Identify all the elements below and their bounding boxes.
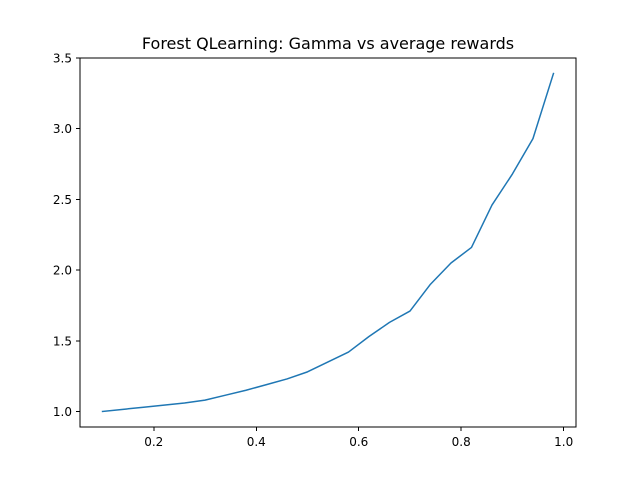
plot-area: 0.2 0.4 0.6 0.8 1.0 1.0 1.5 2.0 2.5 3.0 3.5 [53, 52, 577, 449]
series-line-0 [101, 72, 555, 413]
axes-frame [79, 57, 577, 428]
x-tick-label: 0.8 [452, 435, 471, 449]
x-tick-label: 0.4 [247, 435, 266, 449]
x-tick-label: 0.2 [144, 435, 163, 449]
y-tick-label: 3.0 [53, 122, 72, 136]
y-tick-label: 2.5 [53, 193, 72, 207]
y-tick-label: 2.0 [53, 264, 72, 278]
chart-title: Forest QLearning: Gamma vs average rewar… [142, 34, 514, 53]
y-tick-label: 3.5 [53, 52, 72, 66]
x-tick-label: 0.6 [349, 435, 368, 449]
x-tick-label: 1.0 [554, 435, 573, 449]
y-tick-label: 1.5 [53, 334, 72, 348]
y-tick-label: 1.0 [53, 405, 72, 419]
